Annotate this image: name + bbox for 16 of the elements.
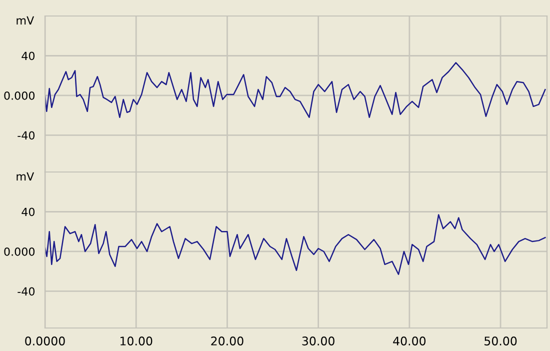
y-axis-title: mV	[16, 16, 34, 24]
y-tick-label: 40	[22, 208, 35, 216]
x-tick-label: 0.0000	[25, 336, 65, 346]
line-series	[45, 62, 546, 118]
x-tick-label: 20.00	[211, 336, 244, 346]
line-series	[45, 214, 546, 275]
y-tick-label: -40	[18, 287, 35, 296]
y-tick-label: -40	[18, 131, 35, 140]
x-tick-label: 10.00	[120, 336, 152, 346]
y-tick-label: 40	[22, 52, 35, 60]
y-tick-label: 0.000	[4, 91, 35, 100]
y-axis-title: mV	[16, 172, 34, 180]
x-tick-label: 30.00	[302, 336, 334, 346]
x-tick-label: 40.00	[393, 336, 426, 346]
y-tick-label: 0.000	[4, 247, 35, 256]
x-tick-label: 50.00	[484, 336, 517, 346]
